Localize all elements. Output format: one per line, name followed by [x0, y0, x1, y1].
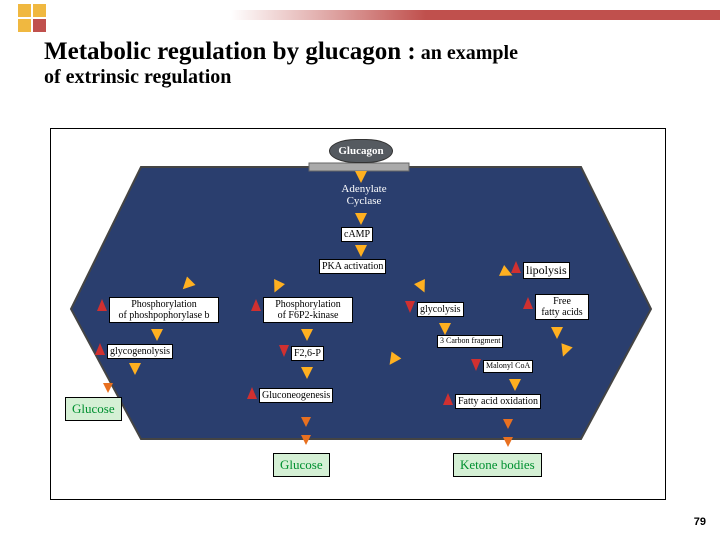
up-arrow-icon [95, 343, 105, 355]
node-lipolysis: lipolysis [523, 262, 570, 279]
up-arrow-icon [97, 299, 107, 311]
slide-title: Metabolic regulation by glucagon : an ex… [44, 38, 684, 89]
logo-icon [18, 4, 48, 34]
up-arrow-icon [247, 387, 257, 399]
node-malonyl: Malonyl CoA [483, 360, 533, 373]
node-f26p: F2,6-P [291, 346, 324, 361]
title-tail: an example [416, 42, 518, 64]
title-line2: of extrinsic regulation [44, 66, 231, 88]
node-c3frag: 3 Carbon fragment [437, 335, 503, 348]
up-arrow-icon [511, 261, 521, 273]
node-pka: PKA activation [319, 259, 386, 274]
arrow-icon [301, 329, 313, 341]
down-arrow-icon [279, 345, 289, 357]
header-gradient [230, 10, 720, 20]
node-glycogenolysis: glycogenolysis [107, 344, 173, 359]
arrow-icon [355, 171, 367, 183]
node-fao: Fatty acid oxidation [455, 394, 541, 409]
out-glucose-2: Glucose [273, 453, 330, 477]
node-camp: cAMP [341, 227, 373, 242]
up-arrow-icon [251, 299, 261, 311]
arrow-icon [301, 417, 311, 427]
arrow-icon [551, 327, 563, 339]
arrow-icon [129, 363, 141, 375]
up-arrow-icon [523, 297, 533, 309]
node-gluconeo: Gluconeogenesis [259, 388, 333, 403]
node-phos-f26: Phosphorylationof F6P2-kinase [263, 297, 353, 323]
arrow-icon [439, 323, 451, 335]
node-adenylate: AdenylateCyclase [329, 183, 399, 207]
title-main: Metabolic regulation by glucagon : [44, 38, 416, 65]
out-glucose-1: Glucose [65, 397, 122, 421]
arrow-icon [301, 435, 311, 445]
arrow-icon [355, 245, 367, 257]
node-ffa: Freefatty acids [535, 294, 589, 320]
arrow-icon [355, 213, 367, 225]
diagram-frame: Glucagon AdenylateCyclase cAMP PKA activ… [50, 128, 666, 500]
down-arrow-icon [405, 301, 415, 313]
pathway-diagram: Glucagon AdenylateCyclase cAMP PKA activ… [51, 129, 665, 499]
arrow-icon [509, 379, 521, 391]
node-glucagon: Glucagon [329, 139, 393, 163]
out-ketone: Ketone bodies [453, 453, 542, 477]
arrow-icon [103, 383, 113, 393]
node-phos-b: Phosphorylationof phoshpophorylase b [109, 297, 219, 323]
arrow-icon [151, 329, 163, 341]
arrow-icon [503, 419, 513, 429]
arrow-icon [503, 437, 513, 447]
header-band [0, 0, 720, 22]
arrow-icon [301, 367, 313, 379]
node-glycolysis: glycolysis [417, 302, 464, 317]
down-arrow-icon [471, 359, 481, 371]
up-arrow-icon [443, 393, 453, 405]
slide-number: 79 [694, 516, 706, 528]
